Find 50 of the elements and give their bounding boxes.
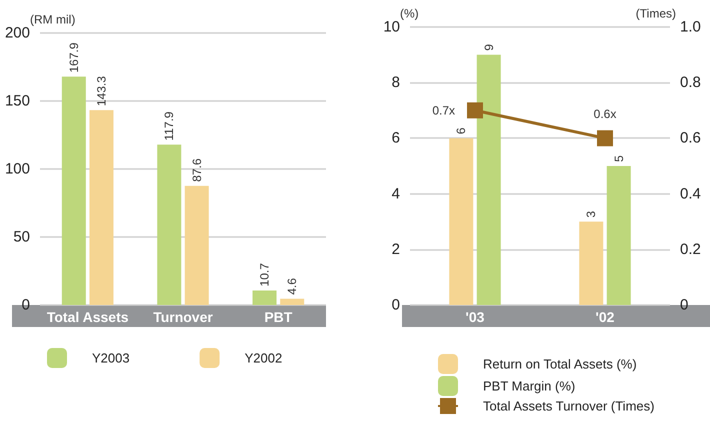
- y2-tick-label: 1.0: [680, 18, 701, 36]
- data-label: 9: [482, 44, 496, 51]
- bar: [476, 54, 501, 305]
- data-label: 5: [612, 155, 626, 162]
- y-tick-label: 6: [392, 130, 400, 147]
- y-tick-label: 200: [4, 24, 30, 42]
- data-label: 167.9: [66, 42, 81, 73]
- y2-tick-label: 0.4: [680, 185, 701, 202]
- y-axis-title: (RM mil): [30, 12, 76, 27]
- bar: [62, 76, 86, 305]
- data-label: 3: [584, 210, 598, 218]
- bar: [579, 222, 604, 305]
- y2-tick-label: 0.8: [680, 74, 701, 92]
- data-label: 6: [454, 127, 468, 134]
- y2-axis-title: (Times): [636, 6, 676, 21]
- legend-label: PBT Margin (%): [483, 378, 576, 394]
- x-tick-label: PBT: [264, 309, 293, 325]
- x-tick-label: '02: [596, 309, 615, 325]
- bar: [606, 166, 631, 305]
- y-axis-title: (%): [400, 6, 419, 21]
- bar: [157, 144, 182, 305]
- legend-label: Y2002: [244, 350, 282, 366]
- data-label: 4.6: [285, 278, 300, 295]
- y2-tick-label: 0.6: [680, 130, 701, 147]
- x-tick-label: '03: [466, 309, 485, 325]
- y-tick-label: 10: [383, 18, 400, 36]
- data-label: 143.3: [94, 76, 108, 106]
- y-tick-label: 100: [4, 160, 30, 178]
- data-label: 117.9: [162, 111, 176, 141]
- y-tick-label: 150: [4, 92, 30, 110]
- bar: [89, 110, 114, 305]
- x-tick-label: Turnover: [153, 309, 214, 325]
- data-label: 0.6x: [594, 107, 616, 122]
- bar: [449, 138, 474, 305]
- y-tick-label: 8: [392, 74, 400, 92]
- y-tick-label: 4: [392, 185, 400, 202]
- legend-label: Return on Total Assets (%): [483, 356, 637, 372]
- bar: [184, 186, 209, 305]
- data-label: 10.7: [258, 262, 272, 286]
- bar: [280, 298, 304, 305]
- data-label: 87.6: [190, 158, 204, 182]
- legend-label: Total Assets Turnover (Times): [483, 398, 654, 414]
- y-tick-label: 50: [13, 228, 30, 246]
- y-tick-label: 0: [392, 296, 400, 314]
- x-tick-label: Total Assets: [46, 309, 129, 325]
- bar: [252, 290, 277, 305]
- y2-tick-label: 0.2: [680, 240, 701, 258]
- data-label: 0.7x: [432, 103, 455, 118]
- legend-label: Y2003: [92, 350, 130, 366]
- y-tick-label: 2: [392, 240, 400, 258]
